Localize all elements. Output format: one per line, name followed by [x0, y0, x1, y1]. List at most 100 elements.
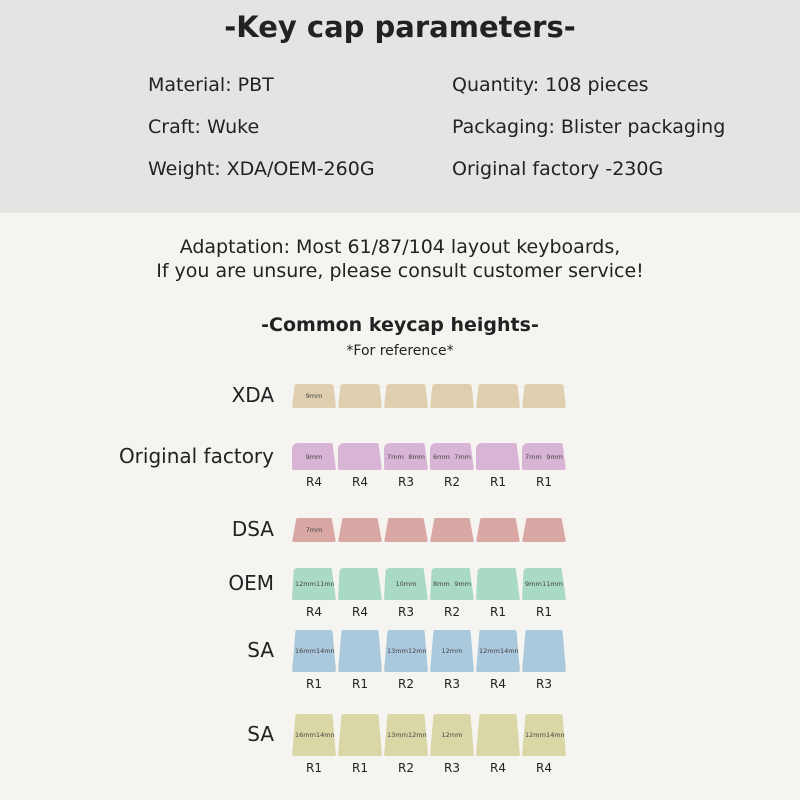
keycap — [338, 518, 382, 542]
header: -Key cap parameters- Material: PBT Quanti… — [0, 0, 800, 213]
height-mark: 8mm — [408, 452, 425, 461]
profile-name: SA — [247, 722, 274, 746]
heights-note: *For reference* — [346, 343, 454, 359]
row-label: R3 — [536, 677, 552, 691]
row-label: R1 — [536, 605, 552, 619]
keycap — [476, 568, 520, 600]
profile-name: XDA — [231, 383, 274, 407]
height-mark: 9mm — [454, 580, 471, 588]
height-mark: 9mm — [305, 392, 323, 400]
keycap: 12mm — [430, 714, 474, 756]
keycap: 12mm 14mm — [476, 630, 520, 672]
keycap: 10mm — [384, 568, 428, 600]
height-mark: 16mm — [295, 731, 316, 739]
keycap: 9mm — [292, 443, 336, 470]
keycap: 12mm — [430, 630, 474, 672]
height-mark: 7mm — [525, 452, 542, 461]
keycap: 12mm 11mm — [292, 568, 336, 600]
row-label: R1 — [352, 677, 368, 691]
keycap: 9mm — [292, 384, 336, 408]
parameter: Packaging: Blister packaging — [452, 116, 726, 138]
profile-name: DSA — [231, 517, 274, 541]
keycap — [384, 384, 428, 408]
height-mark: 10mm — [395, 580, 417, 588]
height-mark: 11mm — [542, 580, 563, 588]
height-mark: 12mm — [441, 647, 463, 655]
keycap — [476, 518, 520, 542]
height-mark: 9mm — [305, 452, 323, 461]
row-label: R1 — [306, 677, 322, 691]
header-title: -Key cap parameters- — [224, 10, 576, 44]
keycap — [430, 518, 474, 542]
height-mark: 9mm — [546, 452, 563, 461]
parameter: Quantity: 108 pieces — [452, 74, 649, 96]
row-label: R2 — [444, 475, 460, 489]
row-label: R4 — [306, 605, 322, 619]
keycap: 8mm 9mm — [430, 568, 474, 600]
row-label: R1 — [536, 475, 552, 489]
height-mark: 6mm — [433, 452, 450, 461]
adaptation-line: If you are unsure, please consult custom… — [156, 260, 644, 282]
keycap — [384, 518, 428, 542]
keycap — [476, 384, 520, 408]
parameter: Original factory -230G — [452, 158, 664, 180]
height-mark: 9mm — [525, 580, 542, 588]
row-label: R4 — [352, 605, 368, 619]
keycap: 9mm 11mm — [522, 568, 566, 600]
row-label: R1 — [490, 605, 506, 619]
height-mark: 16mm — [295, 647, 316, 655]
profile-name: SA — [247, 638, 274, 662]
keycap — [338, 443, 382, 470]
keycap: 12mm 14mm — [522, 714, 566, 756]
keycap — [338, 630, 382, 672]
row-label: R3 — [444, 761, 460, 775]
keycap — [522, 518, 566, 542]
profile-name: OEM — [228, 571, 274, 595]
keycap — [338, 568, 382, 600]
height-mark: 7mm — [305, 526, 323, 534]
heights-title: -Common keycap heights- — [261, 314, 539, 336]
height-mark: 12mm — [407, 647, 429, 655]
height-mark: 14mm — [499, 647, 521, 655]
row-label: R4 — [352, 475, 368, 489]
height-mark: 12mm — [295, 580, 316, 588]
row-label: R1 — [306, 761, 322, 775]
keycap: 16mm 14mm — [292, 714, 336, 756]
height-mark: 12mm — [525, 731, 546, 739]
keycap — [430, 384, 474, 408]
row-label: R4 — [306, 475, 322, 489]
height-mark: 11mm — [315, 580, 337, 588]
height-mark: 13mm — [387, 731, 408, 739]
parameter: Weight: XDA/OEM-260G — [148, 158, 375, 180]
parameter: Material: PBT — [148, 74, 274, 96]
height-mark: 13mm — [387, 647, 408, 655]
row-label: R3 — [444, 677, 460, 691]
keycap — [476, 443, 520, 470]
row-label: R3 — [398, 475, 414, 489]
adaptation-line: Adaptation: Most 61/87/104 layout keyboa… — [179, 236, 621, 258]
height-mark: 14mm — [315, 647, 337, 655]
height-mark: 12mm — [479, 647, 500, 655]
height-mark: 14mm — [545, 731, 567, 739]
height-mark: 7mm — [387, 452, 404, 461]
row-label: R3 — [398, 605, 414, 619]
row-label: R4 — [536, 761, 552, 775]
row-label: R4 — [490, 677, 506, 691]
keycap: 7mm — [292, 518, 336, 542]
keycap — [522, 630, 566, 672]
row-label: R2 — [398, 677, 414, 691]
keycap — [522, 384, 566, 408]
height-mark: 8mm — [433, 580, 450, 588]
height-mark: 12mm — [441, 731, 463, 739]
parameter: Craft: Wuke — [148, 116, 260, 138]
row-label: R1 — [490, 475, 506, 489]
keycap: 16mm 14mm — [292, 630, 336, 672]
height-mark: 14mm — [315, 731, 337, 739]
keycap: 13mm 12mm — [384, 714, 428, 756]
keycap — [338, 384, 382, 408]
keycap — [338, 714, 382, 756]
keycap — [476, 714, 520, 756]
keycap: 7mm 9mm — [522, 443, 566, 470]
keycap: 13mm 12mm — [384, 630, 428, 672]
